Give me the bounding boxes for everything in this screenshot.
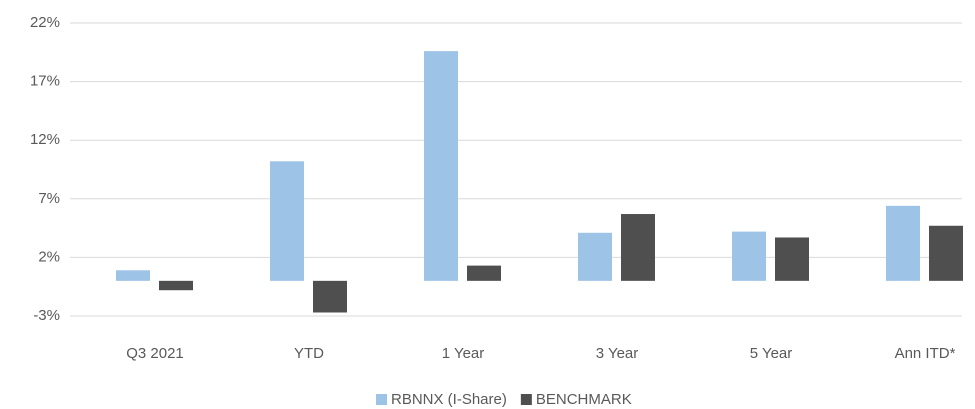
legend-swatch (520, 394, 532, 405)
bar (467, 265, 501, 281)
bar (270, 161, 304, 281)
x-tick-label: Ann ITD* (895, 345, 956, 362)
legend-label: RBNNX (I-Share) (391, 391, 507, 408)
bar (929, 225, 963, 281)
y-tick-label: 22% (30, 14, 60, 31)
y-tick-label: 7% (38, 190, 60, 207)
y-tick-label: 17% (30, 73, 60, 90)
x-tick-label: 1 Year (442, 345, 485, 362)
bar (313, 280, 347, 313)
y-tick-label: -3% (33, 307, 60, 324)
bar (621, 214, 655, 281)
bar (159, 280, 193, 291)
legend-label: BENCHMARK (536, 391, 632, 408)
bar (424, 51, 458, 281)
x-tick-label: 3 Year (596, 345, 639, 362)
bar (886, 205, 920, 281)
x-tick-label: Q3 2021 (126, 345, 184, 362)
bar (775, 237, 809, 281)
bar (116, 270, 150, 281)
legend-swatch (376, 394, 387, 405)
bar (578, 232, 612, 281)
x-tick-label: YTD (294, 345, 324, 362)
y-tick-label: 2% (38, 248, 60, 265)
x-tick-label: 5 Year (750, 345, 793, 362)
bar (732, 231, 766, 281)
y-tick-label: 12% (30, 131, 60, 148)
